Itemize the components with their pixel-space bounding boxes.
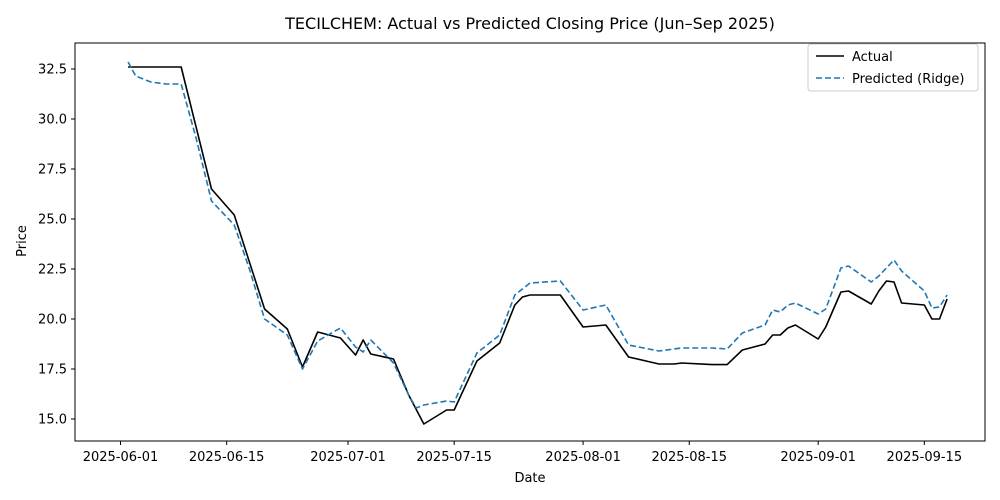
legend-label-predicted: Predicted (Ridge) <box>852 72 964 87</box>
series-line-actual <box>128 66 948 425</box>
x-tick-label: 2025-08-01 <box>545 450 621 465</box>
y-tick-label: 15.0 <box>38 413 67 428</box>
x-axis-label: Date <box>514 471 545 486</box>
y-tick-label: 30.0 <box>38 113 67 128</box>
x-tick-label: 2025-07-01 <box>310 450 386 465</box>
x-tick-label: 2025-07-15 <box>416 450 492 465</box>
series-line-predicted <box>127 61 948 409</box>
plot-area: 2025-06-01 2025-06-15 2025-07-01 2025-07-15… <box>38 42 986 465</box>
y-tick-label: 32.5 <box>38 63 67 78</box>
y-tick-label: 17.5 <box>38 363 67 378</box>
y-tick-label: 22.5 <box>38 263 67 278</box>
chart-title: TECILCHEM: Actual vs Predicted Closing P… <box>284 14 775 33</box>
y-tick-label: 25.0 <box>38 213 67 228</box>
y-tick-label: 20.0 <box>38 313 67 328</box>
legend-box <box>807 43 979 92</box>
legend: Actual Predicted (Ridge) <box>807 43 979 92</box>
x-tick-label: 2025-09-01 <box>780 450 856 465</box>
x-tick-label: 2025-08-15 <box>651 450 727 465</box>
y-axis-label: Price <box>15 225 30 257</box>
x-tick-label: 2025-06-01 <box>83 450 159 465</box>
legend-label-actual: Actual <box>852 50 893 65</box>
axes-frame <box>74 42 986 442</box>
x-tick-label: 2025-06-15 <box>189 450 265 465</box>
x-tick-label: 2025-09-15 <box>887 450 963 465</box>
y-tick-label: 27.5 <box>38 163 67 178</box>
